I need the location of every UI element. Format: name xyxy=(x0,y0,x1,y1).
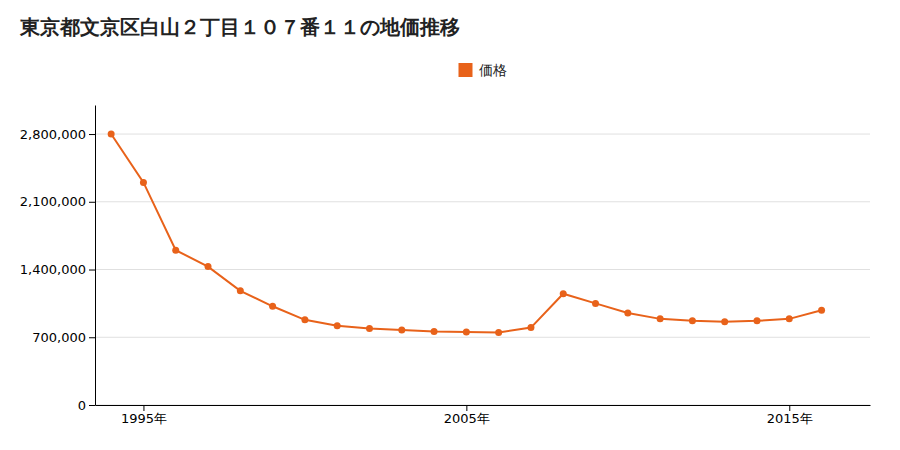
point xyxy=(527,324,534,331)
line xyxy=(111,134,821,332)
point xyxy=(140,179,147,186)
point xyxy=(786,315,793,322)
grid xyxy=(95,134,870,405)
point xyxy=(624,310,631,317)
y-tick: 0 xyxy=(78,398,95,413)
legend-swatch xyxy=(459,63,473,77)
point xyxy=(398,327,405,334)
point xyxy=(205,263,212,270)
y-tick: 700,000 xyxy=(32,330,95,345)
y-axis-line xyxy=(95,106,96,406)
x-tick: 1995年 xyxy=(121,405,167,426)
point xyxy=(753,317,760,324)
y-tick-label: 2,800,000 xyxy=(20,127,86,142)
x-tick: 2015年 xyxy=(767,405,813,426)
legend: 価格 xyxy=(459,62,507,78)
title: 東京都文京区白山２丁目１０７番１１の地価推移 xyxy=(19,15,460,39)
x-tick-label: 2005年 xyxy=(444,411,490,426)
y-tick-mark xyxy=(89,337,95,338)
point xyxy=(237,287,244,294)
point xyxy=(495,329,502,336)
y-tick-label: 0 xyxy=(78,398,86,413)
point xyxy=(689,317,696,324)
point xyxy=(721,318,728,325)
marks xyxy=(108,131,825,336)
point xyxy=(108,131,115,138)
grid-line xyxy=(95,201,870,202)
y-tick-label: 1,400,000 xyxy=(20,262,86,277)
point xyxy=(269,303,276,310)
x-tick-label: 2015年 xyxy=(767,411,813,426)
grid-line xyxy=(95,337,870,338)
legend-item: 価格 xyxy=(459,62,507,78)
point xyxy=(301,316,308,323)
y-tick-label: 700,000 xyxy=(32,330,86,345)
point xyxy=(172,247,179,254)
x-tick-mark xyxy=(466,405,467,411)
point xyxy=(366,325,373,332)
point xyxy=(560,290,567,297)
point xyxy=(657,315,664,322)
x-axis-line xyxy=(96,405,871,406)
chart: 東京都文京区白山２丁目１０７番１１の地価推移 1995年 2005年 2015年 0 70… xyxy=(0,0,900,450)
y-tick-mark xyxy=(89,270,95,271)
grid-line xyxy=(95,134,870,135)
plot: 1995年 2005年 2015年 0 700,000 1,400,000 2,100,00… xyxy=(20,106,871,427)
x-tick-mark xyxy=(789,405,790,411)
grid-line xyxy=(95,405,870,406)
point xyxy=(592,300,599,307)
x-tick-label: 1995年 xyxy=(121,411,167,426)
point xyxy=(463,328,470,335)
y-tick: 1,400,000 xyxy=(20,262,95,277)
point xyxy=(431,328,438,335)
y-tick-mark xyxy=(89,405,95,406)
y-tick-mark xyxy=(89,202,95,203)
point xyxy=(818,307,825,314)
x-tick: 2005年 xyxy=(444,405,490,426)
y-tick-mark xyxy=(89,134,95,135)
y-tick-label: 2,100,000 xyxy=(20,194,86,209)
y-tick: 2,100,000 xyxy=(20,194,95,209)
legend-label: 価格 xyxy=(479,62,507,78)
y-axis: 0 700,000 1,400,000 2,100,000 2,800,000 xyxy=(20,106,96,413)
point xyxy=(334,322,341,329)
x-axis: 1995年 2005年 2015年 xyxy=(96,405,871,426)
x-tick-mark xyxy=(143,405,144,411)
y-tick: 2,800,000 xyxy=(20,127,95,142)
